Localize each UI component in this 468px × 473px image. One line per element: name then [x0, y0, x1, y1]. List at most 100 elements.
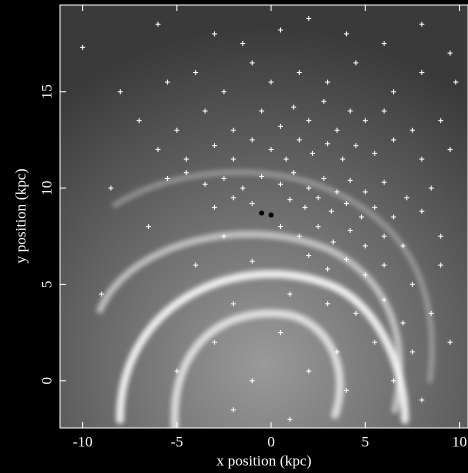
point: [249, 200, 255, 206]
point: [325, 266, 331, 272]
point: [306, 15, 312, 21]
point: [391, 89, 397, 95]
point: [221, 233, 227, 239]
point: [193, 69, 199, 75]
point: [381, 108, 387, 114]
point: [381, 233, 387, 239]
point: [353, 60, 359, 66]
point: [438, 262, 444, 268]
x-tick-label: -5: [171, 434, 184, 450]
arm: [96, 230, 404, 414]
point: [108, 185, 114, 191]
highlight-point: [268, 212, 274, 218]
point: [419, 208, 425, 214]
point: [321, 98, 327, 104]
point: [212, 339, 218, 345]
point: [343, 200, 349, 206]
point: [404, 195, 410, 201]
point: [240, 185, 246, 191]
point: [296, 233, 302, 239]
point: [287, 291, 293, 297]
point: [381, 41, 387, 47]
point: [98, 291, 104, 297]
point: [80, 44, 86, 50]
point: [428, 310, 434, 316]
point: [347, 108, 353, 114]
point: [174, 127, 180, 133]
point: [400, 320, 406, 326]
point: [391, 214, 397, 220]
point: [447, 50, 453, 56]
point: [146, 224, 152, 230]
plot-frame: [59, 4, 468, 429]
point: [296, 69, 302, 75]
point: [347, 177, 353, 183]
point: [334, 189, 340, 195]
point: [359, 214, 365, 220]
point: [409, 281, 415, 287]
point: [325, 141, 331, 147]
point: [259, 108, 265, 114]
point: [296, 137, 302, 143]
point: [136, 118, 142, 124]
point: [362, 272, 368, 278]
point: [306, 253, 312, 259]
x-tick-label: -10: [73, 434, 93, 450]
point: [155, 147, 161, 153]
point: [419, 397, 425, 403]
point: [212, 143, 218, 149]
point: [321, 175, 327, 181]
point: [268, 147, 274, 153]
point: [353, 143, 359, 149]
arm: [116, 270, 409, 424]
point: [277, 27, 283, 33]
point: [325, 301, 331, 307]
point: [155, 21, 161, 27]
point: [438, 118, 444, 124]
point: [287, 197, 293, 203]
point: [310, 150, 316, 156]
point: [230, 127, 236, 133]
point: [249, 378, 255, 384]
point: [164, 175, 170, 181]
point: [362, 243, 368, 249]
x-tick-label: 10: [452, 434, 467, 450]
point: [221, 89, 227, 95]
y-tick-label: 10: [39, 181, 55, 196]
point: [409, 127, 415, 133]
plot-area: [60, 5, 468, 428]
point: [306, 118, 312, 124]
arm: [112, 169, 435, 383]
point: [283, 156, 289, 162]
point: [372, 150, 378, 156]
point: [381, 262, 387, 268]
point: [447, 147, 453, 153]
highlight-point: [259, 210, 265, 216]
point: [315, 224, 321, 230]
point: [340, 156, 346, 162]
point: [230, 301, 236, 307]
point: [391, 378, 397, 384]
point: [372, 204, 378, 210]
point: [306, 368, 312, 374]
points: [80, 15, 459, 422]
point: [183, 170, 189, 176]
point: [325, 79, 331, 85]
point: [277, 123, 283, 129]
point: [117, 89, 123, 95]
point: [428, 185, 434, 191]
x-axis-label: x position (kpc): [217, 453, 312, 469]
arm: [170, 309, 344, 428]
point: [221, 175, 227, 181]
point: [362, 118, 368, 124]
point: [302, 204, 308, 210]
y-tick-label: 15: [39, 84, 55, 99]
point: [400, 243, 406, 249]
point: [343, 31, 349, 37]
point: [249, 60, 255, 66]
point: [328, 208, 334, 214]
point: [193, 262, 199, 268]
point: [381, 179, 387, 185]
point: [409, 349, 415, 355]
